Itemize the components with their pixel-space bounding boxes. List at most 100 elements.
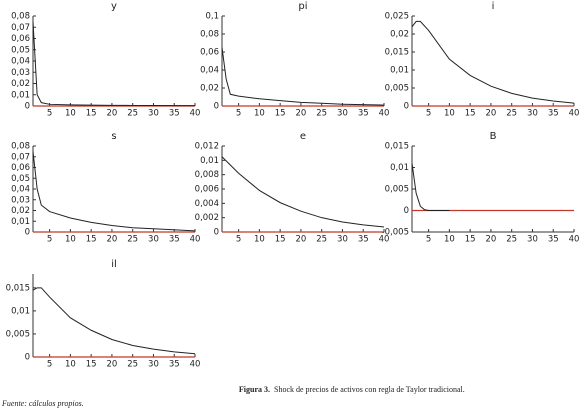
x-tick-label: 25	[506, 235, 517, 245]
y-tick-label: 0,08	[200, 30, 219, 40]
x-tick-label: 5	[47, 360, 52, 370]
y-tick-label: 0,01	[390, 66, 409, 76]
x-tick-label: 40	[190, 360, 201, 370]
x-tick-label: 40	[569, 235, 580, 245]
y-tick-label: 0,008	[195, 170, 219, 180]
x-tick-label: 30	[148, 109, 159, 119]
x-tick-label: 20	[107, 360, 118, 370]
x-tick-label: 25	[127, 109, 138, 119]
line	[411, 20, 575, 104]
x-tick-label: 35	[548, 109, 559, 119]
x-tick-label: 10	[65, 109, 76, 119]
y-tick-label: 0,02	[200, 84, 219, 94]
y-tick-label: -0,005	[382, 228, 409, 238]
y-tick-label: 0,02	[11, 79, 30, 89]
x-tick-label: 15	[86, 360, 97, 370]
x-tick-label: 10	[444, 109, 455, 119]
x-tick-label: 15	[86, 109, 97, 119]
y-tick-label: 0	[25, 228, 30, 238]
x-tick-label: 25	[316, 109, 327, 119]
y-tick-label: 0	[214, 228, 219, 238]
y-tick-label: 0,06	[11, 34, 30, 44]
y-tick-label: 0,02	[11, 206, 30, 216]
y-tick-label: 0,05	[11, 45, 30, 55]
x-tick-label: 35	[358, 235, 369, 245]
x-tick-label: 20	[486, 235, 497, 245]
y-tick-label: 0,02	[390, 30, 409, 40]
line	[32, 151, 196, 232]
caption-text: Shock de precios de activos con regla de…	[274, 385, 465, 394]
panel-title: il	[111, 259, 117, 270]
x-tick-label: 30	[337, 109, 348, 119]
x-tick-label: 30	[148, 235, 159, 245]
y-tick-label: 0,01	[11, 217, 30, 227]
line	[32, 287, 196, 355]
x-tick-label: 10	[254, 109, 265, 119]
x-tick-label: 5	[426, 235, 431, 245]
y-tick-label: 0,01	[11, 90, 30, 100]
panel-title: B	[490, 131, 497, 142]
y-tick-label: 0,025	[385, 12, 409, 22]
y-tick-label: 0,05	[11, 174, 30, 184]
source: Fuente: cálculos propios.	[1, 399, 84, 408]
y-tick-label: 0,015	[385, 142, 409, 152]
panel-title: i	[492, 1, 495, 12]
panel-title: s	[111, 131, 116, 142]
x-tick-label: 10	[65, 360, 76, 370]
y-tick-label: 0,07	[11, 23, 30, 33]
x-tick-label: 40	[379, 235, 390, 245]
y-tick-label: 0,07	[11, 152, 30, 162]
x-tick-label: 40	[569, 109, 580, 119]
x-tick-label: 5	[236, 109, 241, 119]
x-tick-label: 5	[47, 235, 52, 245]
caption-label: Figura 3.	[239, 385, 270, 394]
x-tick-label: 40	[190, 235, 201, 245]
x-tick-label: 35	[169, 235, 180, 245]
y-tick-label: 0,005	[385, 84, 409, 94]
y-tick-label: 0	[214, 102, 219, 112]
y-tick-label: 0	[25, 102, 30, 112]
y-tick-label: 0,005	[385, 185, 409, 195]
y-tick-label: 0	[25, 353, 30, 363]
x-tick-label: 15	[275, 235, 286, 245]
y-tick-label: 0,015	[385, 48, 409, 58]
x-tick-label: 30	[148, 360, 159, 370]
y-tick-label: 0,03	[11, 68, 30, 78]
x-tick-label: 20	[296, 235, 307, 245]
y-tick-label: 0	[404, 102, 409, 112]
x-tick-label: 20	[107, 109, 118, 119]
y-tick-label: 0,006	[195, 185, 219, 195]
y-tick-label: 0,005	[6, 329, 30, 339]
x-tick-label: 10	[254, 235, 265, 245]
x-tick-label: 25	[127, 235, 138, 245]
x-tick-label: 25	[506, 109, 517, 119]
y-tick-label: 0	[404, 206, 409, 216]
x-tick-label: 5	[236, 235, 241, 245]
x-tick-label: 25	[127, 360, 138, 370]
x-tick-label: 20	[107, 235, 118, 245]
x-tick-label: 15	[465, 109, 476, 119]
y-tick-label: 0,04	[11, 185, 30, 195]
y-tick-label: 0,01	[11, 306, 30, 316]
y-tick-label: 0,04	[11, 57, 30, 67]
x-tick-label: 15	[275, 109, 286, 119]
y-tick-label: 0,08	[11, 12, 30, 22]
x-tick-label: 20	[486, 109, 497, 119]
line	[221, 47, 385, 106]
x-tick-label: 15	[465, 235, 476, 245]
x-tick-label: 20	[296, 109, 307, 119]
y-tick-label: 0,01	[200, 156, 219, 166]
y-tick-label: 0,06	[11, 163, 30, 173]
x-tick-label: 5	[426, 109, 431, 119]
x-tick-label: 30	[527, 235, 538, 245]
x-tick-label: 35	[358, 109, 369, 119]
x-tick-label: 10	[65, 235, 76, 245]
y-tick-label: 0,015	[6, 283, 30, 293]
x-tick-label: 25	[316, 235, 327, 245]
x-tick-label: 35	[169, 109, 180, 119]
panel-title: e	[300, 131, 306, 142]
x-tick-label: 30	[527, 109, 538, 119]
line	[221, 156, 385, 228]
x-tick-label: 5	[47, 109, 52, 119]
